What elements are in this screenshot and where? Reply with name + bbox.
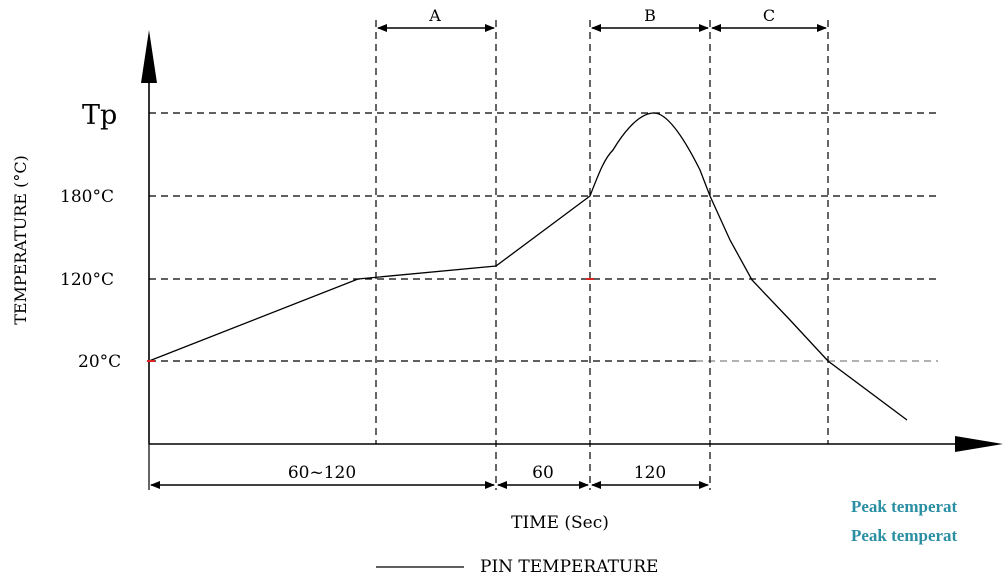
y-tick-20c: 20°C <box>78 352 121 372</box>
interval-2-label: 60 <box>532 463 554 483</box>
x-axis-arrowhead <box>955 436 1003 452</box>
pin-temperature-curve <box>148 112 908 421</box>
phase-b-label: B <box>644 6 656 25</box>
y-tick-120c: 120°C <box>60 270 114 290</box>
phase-a-label: A <box>428 6 441 25</box>
horizontal-reference-lines <box>149 112 938 362</box>
x-axis-label: TIME (Sec) <box>511 513 609 533</box>
y-axis-label: TEMPERATURE (°C) <box>11 155 30 325</box>
y-tick-180c: 180°C <box>60 187 114 207</box>
phase-c-label: C <box>763 6 775 25</box>
y-tick-tp: Tp <box>82 100 117 131</box>
y-axis-arrowhead <box>141 30 157 83</box>
axes <box>148 70 960 445</box>
interval-1-label: 60~120 <box>288 463 356 483</box>
legend-label: PIN TEMPERATURE <box>480 557 658 577</box>
interval-3-label: 120 <box>634 463 666 483</box>
side-note-2: Peak temperat <box>851 526 958 545</box>
red-markers <box>147 278 594 362</box>
side-note-1: Peak temperat <box>851 497 958 516</box>
vertical-phase-lines <box>375 20 829 490</box>
